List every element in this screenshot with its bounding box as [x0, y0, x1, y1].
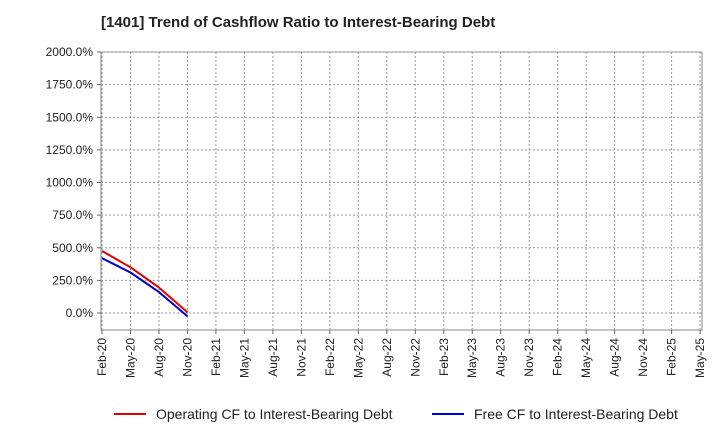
x-tick-label: Nov-23 — [522, 338, 536, 377]
legend-label-operating-cf: Operating CF to Interest-Bearing Debt — [156, 406, 393, 422]
x-tick-label: Nov-21 — [294, 338, 308, 377]
grid-lines — [101, 51, 702, 330]
x-tick-label: Feb-25 — [665, 338, 679, 376]
y-tick-label: 750.0% — [52, 208, 93, 222]
x-tick-label: Aug-22 — [380, 338, 394, 377]
x-tick-label: May-23 — [465, 338, 479, 378]
x-tick-label: Feb-24 — [551, 338, 565, 376]
x-tick-label: Aug-23 — [494, 338, 508, 377]
x-tick-label: Feb-23 — [437, 338, 451, 376]
x-tick-label: May-21 — [237, 338, 251, 378]
series-line-operating-cf — [101, 250, 189, 314]
x-tick-label: Aug-20 — [152, 338, 166, 377]
x-tick-label: May-20 — [123, 338, 137, 378]
x-axis-ticks: Feb-20 May-20 Aug-20 Nov-20 Feb-21 May-21 Aug-… — [95, 330, 707, 378]
x-tick-label: Nov-24 — [636, 338, 650, 377]
y-tick-label: 1500.0% — [46, 110, 94, 124]
y-tick-label: 2000.0% — [46, 45, 94, 59]
x-tick-label: Feb-21 — [209, 338, 223, 376]
y-axis-ticks: 0.0% 250.0% 500.0% 750.0% 1000.0% 1250.0% 1500… — [46, 45, 101, 320]
y-tick-label: 0.0% — [66, 306, 94, 320]
legend-swatch-blue — [432, 413, 464, 415]
y-tick-label: 500.0% — [52, 241, 93, 255]
legend-swatch-red — [114, 413, 146, 415]
x-tick-label: Aug-21 — [266, 338, 280, 377]
series-lines — [101, 250, 189, 318]
x-tick-label: May-22 — [351, 338, 365, 378]
plot-area — [100, 51, 703, 331]
x-tick-label: Aug-24 — [608, 338, 622, 377]
y-tick-label: 250.0% — [52, 273, 93, 287]
x-tick-label: May-25 — [693, 338, 707, 378]
legend-item-operating-cf: Operating CF to Interest-Bearing Debt — [114, 406, 393, 422]
x-tick-label: May-24 — [579, 338, 593, 378]
x-tick-label: Nov-22 — [408, 338, 422, 377]
legend: Operating CF to Interest-Bearing Debt Fr… — [0, 406, 720, 426]
legend-label-free-cf: Free CF to Interest-Bearing Debt — [474, 406, 678, 422]
y-tick-label: 1000.0% — [46, 176, 94, 190]
y-tick-label: 1250.0% — [46, 143, 94, 157]
x-tick-label: Feb-22 — [323, 338, 337, 376]
x-tick-label: Nov-20 — [180, 338, 194, 377]
y-tick-label: 1750.0% — [46, 78, 94, 92]
legend-item-free-cf: Free CF to Interest-Bearing Debt — [432, 406, 678, 422]
chart-title: [1401] Trend of Cashflow Ratio to Intere… — [101, 14, 496, 31]
series-line-free-cf — [101, 257, 189, 318]
x-tick-label: Feb-20 — [95, 338, 109, 376]
